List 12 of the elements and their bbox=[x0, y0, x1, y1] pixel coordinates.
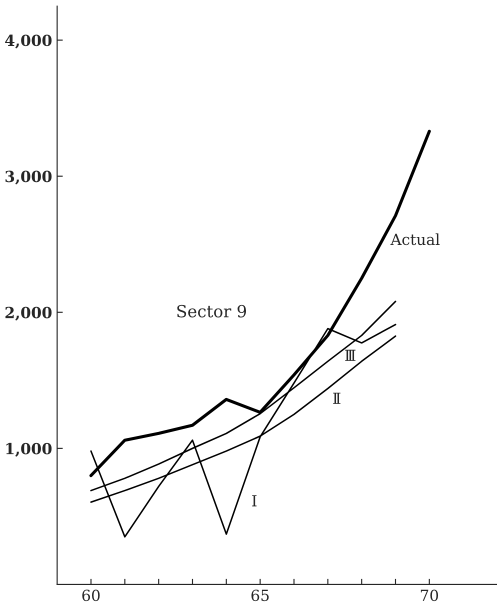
x-tick-label: 60 bbox=[82, 590, 100, 602]
x-tick-label: 70 bbox=[420, 590, 438, 602]
series-label: Actual bbox=[390, 233, 440, 246]
y-tick-label: 3,000 bbox=[6, 170, 52, 185]
series-label: Ⅲ bbox=[345, 350, 356, 361]
annotation: Sector 9 bbox=[177, 304, 246, 318]
y-tick-label: 1,000 bbox=[6, 442, 52, 457]
y-tick-label: 2,000 bbox=[5, 306, 52, 321]
y-tick-label: 4,000 bbox=[5, 34, 52, 48]
x-tick-label: 65 bbox=[251, 590, 269, 602]
series-label: Ⅰ bbox=[252, 495, 257, 506]
series-label: Ⅱ bbox=[333, 392, 340, 404]
